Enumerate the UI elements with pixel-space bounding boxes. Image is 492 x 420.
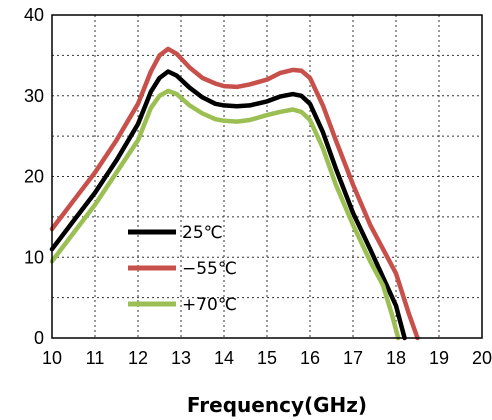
- grid: [52, 15, 482, 338]
- series-line-1: [49, 46, 420, 341]
- legend-label: 25℃: [182, 223, 223, 243]
- x-tick-label: 11: [86, 348, 105, 368]
- x-tick-label: 17: [343, 348, 363, 368]
- y-tick-labels: 0 10 20 30 40: [24, 5, 44, 348]
- plot-frame: [51, 14, 483, 339]
- x-tick-label: 16: [300, 348, 320, 368]
- x-tick-labels: 10 11 12 13 14 15 16 17 18 19 20: [42, 348, 492, 368]
- x-tick-label: 10: [42, 348, 62, 368]
- series-layer: [49, 46, 420, 341]
- x-tick-label: 18: [386, 348, 406, 368]
- x-tick-label: 15: [257, 348, 277, 368]
- y-tick-label: 30: [24, 86, 44, 106]
- x-tick-label: 19: [429, 348, 449, 368]
- x-tick-label: 20: [472, 348, 492, 368]
- legend: 25℃ −55℃ +70℃: [128, 223, 237, 315]
- legend-label: −55℃: [182, 259, 237, 279]
- legend-label: +70℃: [182, 295, 237, 315]
- x-axis-title: Frequency(GHz): [187, 393, 367, 417]
- series-line-0: [49, 69, 407, 341]
- x-tick-label: 12: [128, 348, 148, 368]
- x-tick-label: 13: [171, 348, 191, 368]
- y-tick-label: 40: [24, 5, 44, 25]
- y-tick-label: 20: [24, 167, 44, 187]
- y-tick-label: 0: [34, 328, 44, 348]
- series-line-2: [49, 88, 401, 341]
- x-tick-label: 14: [214, 348, 234, 368]
- y-tick-label: 10: [24, 247, 44, 267]
